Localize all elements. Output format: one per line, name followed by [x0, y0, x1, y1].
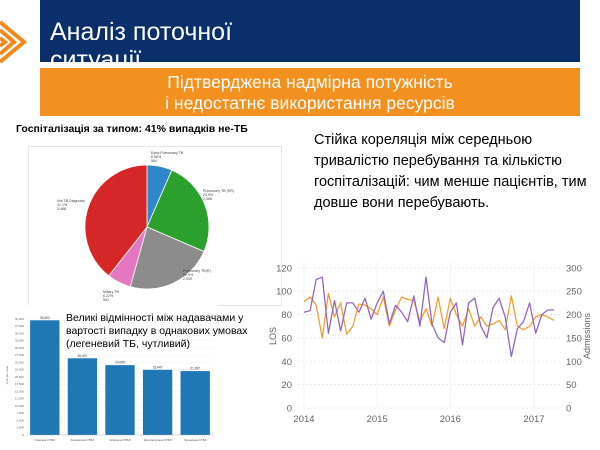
pie-slice-2: [146, 169, 210, 253]
line-y-left-tick-label: 0: [287, 404, 292, 415]
pie-slice-label-line: Pulmonary TB(R): [183, 269, 211, 273]
pie-slice-label: Extra Pulmonary TB 6.56% 584: [151, 151, 183, 164]
line-y-right-tick-label: 250: [566, 287, 582, 298]
header-bar: Аналіз поточної ситуації: [40, 0, 580, 62]
bar: [105, 365, 135, 435]
chevron-decoration-icon: [0, 20, 28, 64]
pie-slice-label-line: 24.9%: [203, 193, 214, 198]
pie-slice-label-line: 41.1%: [57, 203, 68, 208]
line-chart-card: 0 20 40 60 80 100 120 0 50 100 150 200 250 300 2014 201…: [264, 254, 600, 450]
pie-slice-label-line: 3,488: [57, 207, 66, 212]
correlation-text: Стійка кореляція між середньою триваліст…: [314, 132, 587, 211]
bar: [67, 358, 98, 435]
bar-category-label: Житомирська ОТБЛ: [144, 438, 172, 442]
pie-slice-label-line: Pulmonary TB (SR): [203, 189, 235, 193]
line-y-left-tick-label: 60: [281, 333, 292, 344]
line-y-left-tick-label: 40: [281, 357, 292, 368]
pie-slice-label: Pulmonary TB (SR) 24.9% 2,066: [203, 189, 234, 202]
bar-y-tick-label: 37,500: [15, 324, 25, 328]
pie-slice-label: Miliary TB 6.22% 551: [103, 290, 119, 303]
bar-y-axis-label: Cost per case: [5, 365, 9, 384]
bar-y-tick-label: 2,500: [16, 426, 24, 430]
bar-y-tick-label: 32,500: [15, 339, 25, 343]
line-y-left-tick-label: 80: [281, 310, 292, 321]
bar-category-label: Луганська ОТБЛ: [184, 438, 207, 442]
line-y-right-tick-label: 150: [566, 333, 582, 344]
bar: [180, 371, 210, 435]
line-y-left-tick-label: 120: [276, 263, 292, 274]
pie-slice-label-line: 6.56%: [151, 155, 162, 160]
banner-line-2: і недостатнє використання ресурсів: [165, 93, 455, 113]
bar-caption: Великі відмінності між надавачами у варт…: [66, 312, 248, 350]
pie-slice-label: Pulmonary TB(R) 22.9% 2,000: [183, 269, 211, 282]
bar: [142, 369, 173, 435]
banner: Підтверджена надмірна потужність і недос…: [40, 68, 580, 116]
bar-chart: 0 2,500 5,000 7,500 10,000 12,500 15,000 17,500…: [5, 316, 214, 442]
bar-value-label: 26,407: [78, 354, 88, 358]
bar-y-tick-label: 20,000: [15, 375, 25, 379]
bar-value-label: 21,997: [190, 367, 200, 371]
pie-slice-label-line: Miliary TB: [103, 290, 119, 294]
line-x-tick-label: 2015: [367, 414, 388, 425]
bar-category-label: Одеська ОТБЛ: [34, 438, 55, 442]
pie-slice-label-line: Not TB Diagnosis: [57, 199, 85, 203]
bar-y-tick-label: 12,500: [15, 397, 25, 401]
pie-chart: [84, 164, 210, 290]
banner-line-1: Підтверджена надмірна потужність: [167, 72, 453, 92]
admissions-series-line: [303, 276, 554, 358]
bar-value-label: 22,447: [153, 365, 163, 369]
bar-y-tick-label: 7,500: [16, 411, 24, 415]
bar-y-tick-label: 17,500: [15, 382, 25, 386]
line-y-right-tick-label: 300: [566, 263, 582, 274]
bar-category-label: Київська ОТБЛ: [110, 438, 131, 442]
pie-slice-label-line: Extra Pulmonary TB: [151, 151, 184, 155]
bar-y-tick-label: 22,500: [15, 368, 25, 372]
page-title: Аналіз поточної ситуації: [50, 18, 233, 62]
pie-slice-label-line: 22.9%: [183, 273, 194, 278]
banner-text: Підтверджена надмірна потужність і недос…: [40, 72, 580, 114]
pie-caption: Госпіталізація за типом: 41% випадків не…: [16, 123, 248, 135]
bar-y-tick-label: 27,500: [15, 353, 25, 357]
line-y-right-tick-label: 0: [566, 404, 571, 415]
pie-slice-label-line: 584: [151, 159, 157, 164]
line-x-tick-label: 2016: [440, 414, 461, 425]
line-y-left-tick-label: 20: [281, 380, 292, 391]
bar-y-tick-label: 10,000: [15, 404, 25, 408]
los-series-line: [303, 292, 555, 339]
line-y-right-tick-label: 100: [566, 357, 582, 368]
bar-y-tick-label: 40,000: [15, 317, 25, 321]
bar-y-tick-label: 15,000: [15, 389, 25, 393]
pie-chart-card: Extra Pulmonary TB 6.56% 584 Pulmonary TB (…: [28, 146, 282, 306]
pie-slice-3: [129, 226, 205, 290]
bar-value-label: 24,055: [115, 361, 125, 365]
line-x-tick-label: 2014: [293, 414, 314, 425]
bar-value-label: 39,493: [40, 316, 50, 320]
pie-slice-label-line: 551: [103, 298, 109, 303]
pie-slice-label-line: 6.22%: [103, 294, 114, 299]
line-y-right-tick-label: 50: [566, 380, 577, 391]
bar: [30, 320, 60, 435]
bar-y-tick-label: 0: [22, 433, 24, 437]
bar-y-tick-label: 35,000: [15, 331, 25, 335]
bar-category-label: Харківська ОТБЛ: [70, 438, 94, 442]
bar-y-tick-label: 5,000: [16, 418, 24, 422]
pie-slice-5: [84, 164, 148, 277]
line-chart: 0 20 40 60 80 100 120 0 50 100 150 200 250 300 2014 201…: [268, 262, 592, 425]
pie-slice-label-line: 2,000: [183, 277, 192, 282]
line-x-tick-label: 2017: [523, 414, 544, 425]
bar-y-tick-label: 30,000: [15, 346, 25, 350]
line-y-right-tick-label: 200: [566, 310, 582, 321]
pie-slice-label: Not TB Diagnosis 41.1% 3,488: [57, 199, 85, 212]
bar-chart-card: 0 2,500 5,000 7,500 10,000 12,500 15,000 17,500…: [0, 305, 218, 450]
pie-slice-label-line: 2,066: [203, 197, 212, 202]
line-y-left-axis-label: LOS: [268, 327, 278, 345]
line-y-left-tick-label: 100: [276, 287, 292, 298]
line-y-right-axis-label: Admissions: [582, 312, 592, 359]
bar-y-tick-label: 25,000: [15, 360, 25, 364]
